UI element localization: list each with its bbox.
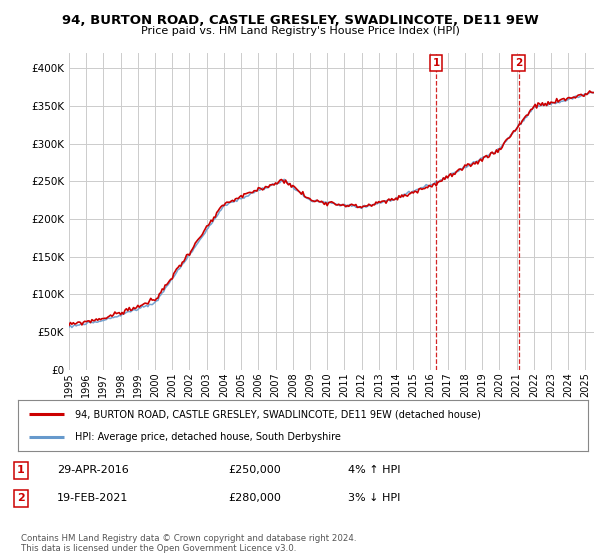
Text: 3% ↓ HPI: 3% ↓ HPI	[348, 493, 400, 503]
Text: 29-APR-2016: 29-APR-2016	[57, 465, 129, 475]
Text: 94, BURTON ROAD, CASTLE GRESLEY, SWADLINCOTE, DE11 9EW (detached house): 94, BURTON ROAD, CASTLE GRESLEY, SWADLIN…	[75, 409, 481, 419]
Text: 4% ↑ HPI: 4% ↑ HPI	[348, 465, 401, 475]
Text: 19-FEB-2021: 19-FEB-2021	[57, 493, 128, 503]
Text: Contains HM Land Registry data © Crown copyright and database right 2024.
This d: Contains HM Land Registry data © Crown c…	[21, 534, 356, 553]
Text: 94, BURTON ROAD, CASTLE GRESLEY, SWADLINCOTE, DE11 9EW: 94, BURTON ROAD, CASTLE GRESLEY, SWADLIN…	[62, 14, 538, 27]
Text: £280,000: £280,000	[228, 493, 281, 503]
Text: Price paid vs. HM Land Registry's House Price Index (HPI): Price paid vs. HM Land Registry's House …	[140, 26, 460, 36]
Text: 1: 1	[433, 58, 440, 68]
Text: £250,000: £250,000	[228, 465, 281, 475]
Text: 2: 2	[515, 58, 522, 68]
Text: 1: 1	[17, 465, 25, 475]
Text: HPI: Average price, detached house, South Derbyshire: HPI: Average price, detached house, Sout…	[75, 432, 341, 442]
Text: 2: 2	[17, 493, 25, 503]
